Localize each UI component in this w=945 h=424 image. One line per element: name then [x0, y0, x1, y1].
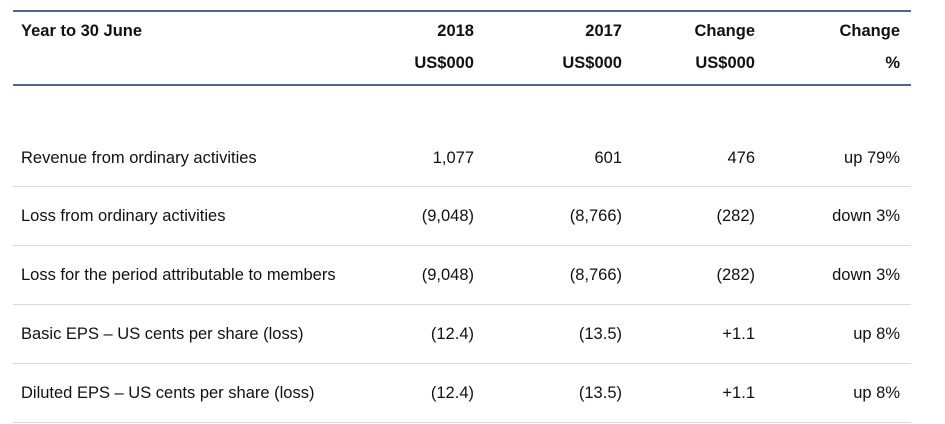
cell-2018: 1,077 [378, 131, 474, 187]
cell-change: 476 [624, 131, 757, 187]
table-row: Diluted EPS – US cents per share (loss) … [13, 363, 911, 423]
results-table-container: Year to 30 June 2018 2017 Change Change … [13, 10, 911, 423]
header-spacer [13, 85, 911, 131]
table-row: Revenue from ordinary activities 1,077 6… [13, 131, 911, 187]
unit-header-change-pct: % [885, 54, 900, 72]
cell-change-pct: down 3% [757, 186, 911, 246]
col-header-2017: 2017 [585, 22, 622, 40]
cell-change-pct: up 8% [757, 363, 911, 423]
period-header: Year to 30 June [21, 22, 143, 40]
cell-2018: (12.4) [378, 363, 474, 423]
cell-2017: 601 [474, 131, 624, 187]
cell-2017: (13.5) [474, 363, 624, 423]
col-header-change: Change [694, 22, 755, 40]
unit-header-2018: US$000 [414, 54, 474, 72]
unit-header-empty [13, 54, 378, 84]
cell-2018: (9,048) [378, 245, 474, 305]
unit-header-2017: US$000 [562, 54, 622, 72]
cell-change: (282) [624, 245, 757, 305]
cell-2017: (8,766) [474, 186, 624, 246]
row-label: Loss for the period attributable to memb… [13, 245, 378, 305]
table-row: Loss from ordinary activities (9,048) (8… [13, 186, 911, 246]
col-header-2018: 2018 [437, 22, 474, 40]
table-row: Loss for the period attributable to memb… [13, 245, 911, 305]
unit-header-change: US$000 [695, 54, 755, 72]
row-label: Diluted EPS – US cents per share (loss) [13, 363, 378, 423]
row-label: Revenue from ordinary activities [13, 131, 378, 187]
header-row-titles: Year to 30 June 2018 2017 Change Change [13, 12, 911, 54]
cell-change: +1.1 [624, 363, 757, 423]
col-header-change-pct: Change [839, 22, 900, 40]
table-row: Basic EPS – US cents per share (loss) (1… [13, 304, 911, 364]
cell-change-pct: up 79% [757, 131, 911, 187]
cell-change: (282) [624, 186, 757, 246]
results-table: Year to 30 June 2018 2017 Change Change … [13, 10, 911, 423]
cell-2018: (12.4) [378, 304, 474, 364]
row-label: Loss from ordinary activities [13, 186, 378, 246]
table-header: Year to 30 June 2018 2017 Change Change … [13, 10, 911, 86]
cell-2017: (13.5) [474, 304, 624, 364]
cell-2017: (8,766) [474, 245, 624, 305]
cell-change-pct: down 3% [757, 245, 911, 305]
cell-2018: (9,048) [378, 186, 474, 246]
row-label: Basic EPS – US cents per share (loss) [13, 304, 378, 364]
table-body: Revenue from ordinary activities 1,077 6… [13, 85, 911, 423]
cell-change-pct: up 8% [757, 304, 911, 364]
header-row-units: US$000 US$000 US$000 % [13, 54, 911, 84]
cell-change: +1.1 [624, 304, 757, 364]
